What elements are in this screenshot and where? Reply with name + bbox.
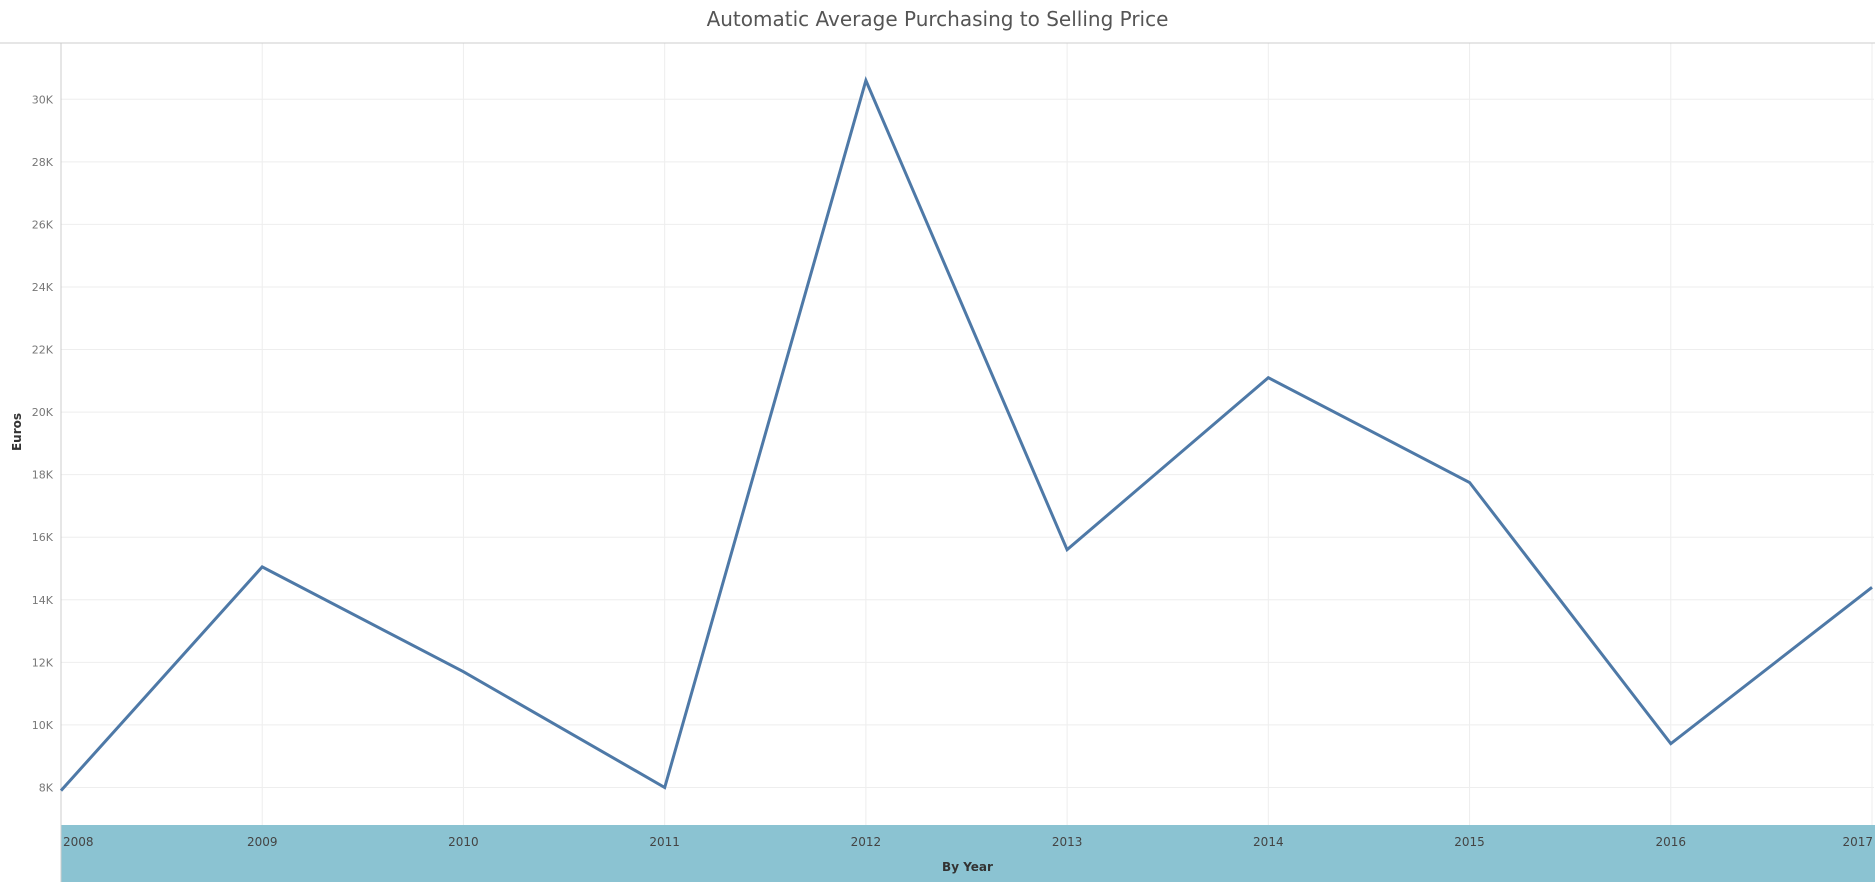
y-tick-label: 24K: [32, 281, 54, 294]
y-tick-label: 18K: [32, 469, 54, 482]
x-tick-label: 2010: [448, 835, 479, 849]
x-tick-label: 2011: [649, 835, 680, 849]
y-tick-label: 28K: [32, 156, 54, 169]
y-tick-label: 8K: [39, 781, 54, 794]
y-tick-label: 20K: [32, 406, 54, 419]
y-tick-label: 30K: [32, 93, 54, 106]
y-axis-ticks: 8K 10K 12K 14K 16K 18K 20K 22K 24K 26K 28K 30K: [32, 93, 54, 794]
x-tick-label: 2015: [1454, 835, 1485, 849]
grid-lines: [60, 43, 1874, 825]
x-axis-title: By Year: [942, 860, 993, 874]
x-tick-label: 2012: [851, 835, 882, 849]
x-axis-ticks: 2008 2009 2010 2011 2012 2013 2014 2015 2016 2017: [63, 835, 1873, 849]
y-tick-label: 26K: [32, 218, 54, 231]
x-tick-label: 2009: [247, 835, 278, 849]
x-tick-label: 2017: [1842, 835, 1873, 849]
x-tick-label: 2013: [1052, 835, 1083, 849]
x-tick-label: 2016: [1656, 835, 1687, 849]
y-axis-title: Euros: [10, 413, 24, 451]
chart-title: Automatic Average Purchasing to Selling …: [706, 7, 1169, 31]
y-tick-label: 22K: [32, 344, 54, 357]
x-tick-label: 2014: [1253, 835, 1284, 849]
x-tick-label: 2008: [63, 835, 94, 849]
y-tick-label: 14K: [32, 594, 54, 607]
series-line: [59, 76, 1873, 792]
y-tick-label: 10K: [32, 719, 54, 732]
y-tick-label: 16K: [32, 531, 54, 544]
x-axis-band: [61, 825, 1875, 882]
y-tick-label: 12K: [32, 656, 54, 669]
